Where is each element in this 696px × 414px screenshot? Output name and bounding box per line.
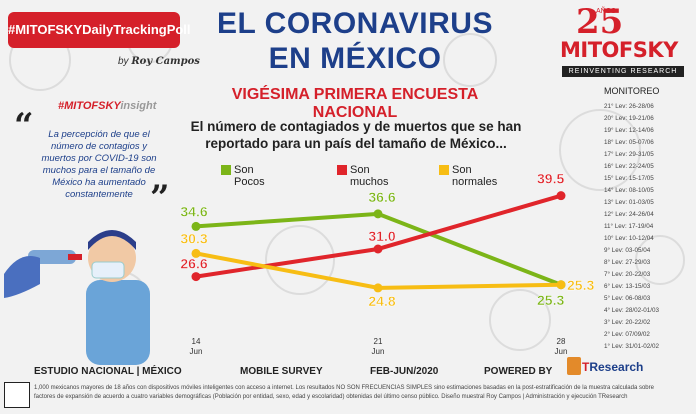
footer-estudio: ESTUDIO NACIONAL | MÉXICO [34, 366, 182, 377]
thermometer-tip [68, 254, 82, 260]
face-mask [91, 261, 125, 279]
monitoreo-item: 21° Lev: 26-28/06 [604, 103, 654, 110]
by-label: by [118, 56, 129, 67]
monitoreo-item: 2° Lev: 07/09/02 [604, 331, 650, 338]
monitoreo-item: 19° Lev: 12-14/06 [604, 127, 654, 134]
monitoreo-item: 1° Lev: 31/01-02/02 [604, 343, 660, 350]
tracking-poll-badge: #MITOFSKYDailyTrackingPoll [8, 12, 191, 48]
logo-tagline: REINVENTING RESEARCH [562, 66, 684, 77]
monitoreo-item: 4° Lev: 28/02-01/03 [604, 307, 660, 314]
logo-anos: AÑOS [596, 8, 616, 15]
monitoreo-item: 20° Lev: 19-21/06 [604, 115, 654, 122]
monitoreo-item: 5° Lev: 06-08/03 [604, 295, 651, 302]
methodology-note: 1,000 mexicanos mayores de 18 años con d… [34, 385, 654, 400]
monitoreo-item: 6° Lev: 13-15/03 [604, 283, 651, 290]
insight-quote: “ La percepción de que el número de cont… [14, 109, 172, 218]
monitoreo-item: 3° Lev: 20-22/02 [604, 319, 651, 326]
monitoreo-item: 16° Lev: 22-24/05 [604, 163, 654, 170]
monitoreo-title: MONITOREO [604, 86, 660, 96]
monitoreo-item: 14° Lev: 08-10/05 [604, 187, 654, 194]
logo-name: MITOFSKY [560, 38, 678, 62]
monitoreo-item: 17° Lev: 29-31/05 [604, 151, 654, 158]
monitoreo-item: 8° Lev: 27-29/03 [604, 259, 651, 266]
monitoreo-item: 12° Lev: 24-26/04 [604, 211, 654, 218]
page-subtitle: VIGÉSIMA PRIMERA ENCUESTA NACIONAL [231, 86, 479, 121]
monitoreo-item: 18° Lev: 05-07/06 [604, 139, 654, 146]
tresearch-logo: TResearch [582, 360, 643, 374]
glove-hand [4, 256, 40, 298]
monitoreo-item: 13° Lev: 01-03/05 [604, 199, 654, 206]
footer-survey: MOBILE SURVEY [240, 366, 323, 377]
person-shirt [86, 280, 150, 365]
thermometer-illustration [4, 230, 150, 365]
title-line-2: EN MÉXICO [268, 42, 442, 75]
logo-years: 25 [576, 2, 624, 42]
person-hair [88, 230, 136, 250]
insight-suffix: insight [120, 100, 157, 112]
insight-text: La percepción de que el número de contag… [41, 129, 157, 200]
close-quote-icon: ” [150, 178, 170, 218]
monitoreo-list: 21° Lev: 26-28/06 20° Lev: 19-21/06 19° Le… [604, 101, 694, 353]
monitoreo-item: 10° Lev: 10-12/04 [604, 235, 654, 242]
tresearch-t: T [582, 360, 590, 374]
title-line-1: EL CORONAVIRUS [217, 7, 493, 40]
monitoreo-item: 15° Lev: 15-17/05 [604, 175, 654, 182]
tresearch-logo-icon [567, 357, 581, 375]
open-quote-icon: “ [14, 106, 34, 146]
monitoreo-item: 7° Lev: 20-22/03 [604, 271, 651, 278]
monitoreo-item: 11° Lev: 17-19/04 [604, 223, 654, 230]
page-title: EL CORONAVIRUS EN MÉXICO [200, 6, 510, 76]
author-name: Roy Campos [131, 56, 200, 67]
byline: by Roy Campos [118, 56, 200, 67]
monitoreo-item: 9° Lev: 03-05/04 [604, 247, 651, 254]
qr-code-icon [4, 382, 30, 408]
footer-dates: FEB-JUN/2020 [370, 366, 439, 377]
tresearch-rest: Research [589, 360, 644, 374]
insight-tag: #MITOFSKYinsight [58, 100, 156, 112]
insight-prefix: #MITOFSKY [58, 100, 121, 112]
chart-question: El número de contagiados y de muertos qu… [190, 119, 522, 151]
footer-powered: POWERED BY [484, 366, 553, 377]
